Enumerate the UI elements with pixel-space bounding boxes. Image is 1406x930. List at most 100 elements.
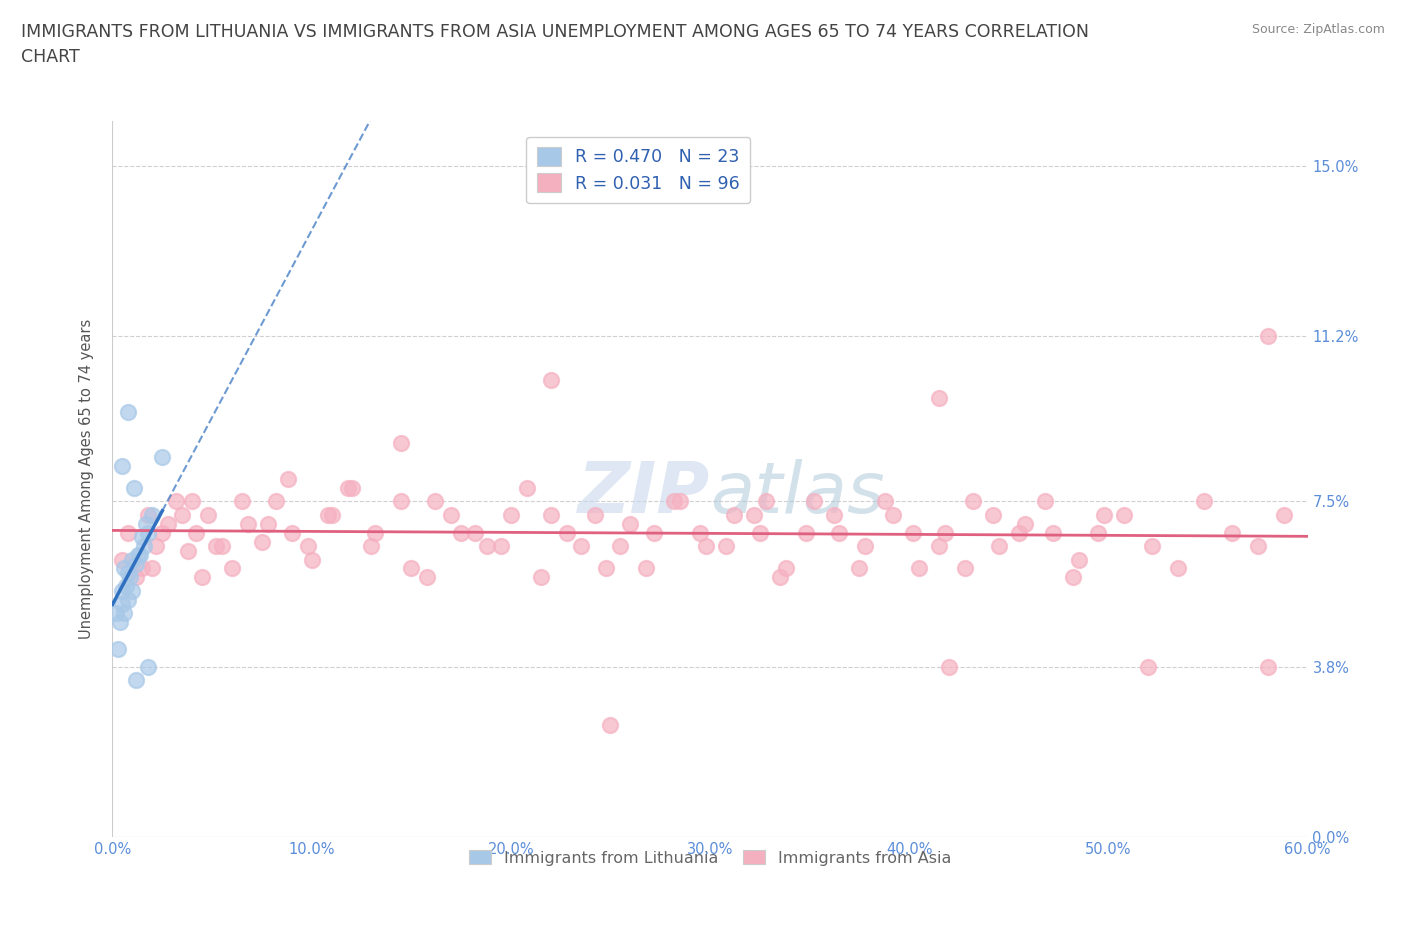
Point [129,548,152,563]
Point [599,718,621,733]
Point [117,405,139,419]
Point [125,673,148,688]
Point [277,472,299,486]
Point [1014,516,1036,531]
Point [117,592,139,607]
Point [124,481,146,496]
Point [114,561,135,576]
Point [742,508,765,523]
Point [803,494,825,509]
Point [530,570,553,585]
Point [1087,525,1109,540]
Point [908,561,931,576]
Point [695,538,717,553]
Point [186,525,208,540]
Point [105,605,128,620]
Point [141,561,163,576]
Point [250,534,273,549]
Point [516,481,538,496]
Point [875,494,897,509]
Point [1094,508,1116,523]
Point [120,570,142,585]
Point [145,538,167,553]
Y-axis label: Unemployment Among Ages 65 to 74 years: Unemployment Among Ages 65 to 74 years [79,319,94,639]
Point [1008,525,1031,540]
Point [138,508,160,523]
Point [197,508,219,523]
Point [823,508,845,523]
Point [669,494,692,509]
Point [121,552,143,567]
Point [297,538,319,553]
Point [264,494,287,509]
Text: Source: ZipAtlas.com: Source: ZipAtlas.com [1251,23,1385,36]
Point [855,538,877,553]
Point [903,525,925,540]
Point [107,642,129,657]
Point [360,538,382,553]
Point [401,561,423,576]
Point [464,525,486,540]
Text: ZIP: ZIP [578,458,710,527]
Point [121,583,143,598]
Point [664,494,686,509]
Point [110,615,132,630]
Point [987,538,1010,553]
Point [794,525,817,540]
Point [131,530,153,545]
Point [321,508,343,523]
Point [928,538,950,553]
Point [714,538,737,553]
Point [115,578,138,594]
Point [848,561,870,576]
Point [389,435,412,451]
Point [117,525,139,540]
Point [962,494,984,509]
Point [127,548,149,563]
Point [748,525,770,540]
Point [475,538,498,553]
Point [125,556,148,571]
Point [540,373,562,388]
Point [643,525,665,540]
Point [221,561,243,576]
Point [555,525,578,540]
Point [1033,494,1056,509]
Point [775,561,797,576]
Point [882,508,904,523]
Point [689,525,711,540]
Point [211,538,233,553]
Point [111,458,134,473]
Point [131,561,153,576]
Point [416,570,439,585]
Point [1272,508,1295,523]
Point [172,508,194,523]
Point [135,516,157,531]
Point [1257,328,1279,343]
Point [117,565,139,580]
Point [125,570,148,585]
Point [114,605,135,620]
Point [1137,659,1160,674]
Point [389,494,412,509]
Point [364,525,387,540]
Point [1042,525,1064,540]
Point [1114,508,1136,523]
Point [609,538,631,553]
Point [928,391,950,405]
Point [336,481,359,496]
Point [828,525,851,540]
Point [619,516,641,531]
Point [636,561,658,576]
Point [1192,494,1215,509]
Point [489,538,512,553]
Point [157,516,180,531]
Point [150,449,173,464]
Point [111,583,134,598]
Point [141,508,163,523]
Point [236,516,259,531]
Point [111,597,134,612]
Point [150,525,173,540]
Point [181,494,204,509]
Point [1167,561,1189,576]
